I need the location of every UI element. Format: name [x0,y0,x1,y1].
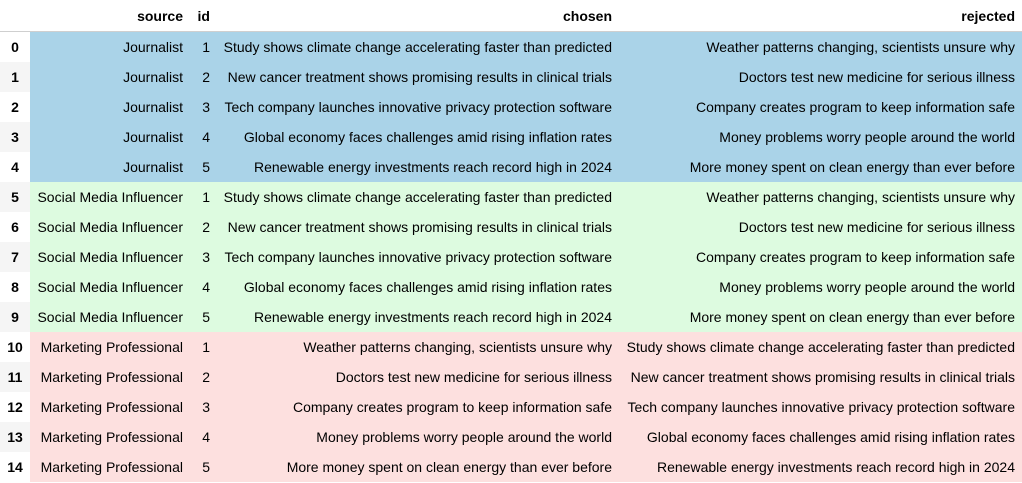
cell-chosen: Doctors test new medicine for serious il… [217,362,619,392]
cell-chosen: Weather patterns changing, scientists un… [217,332,619,362]
table-row: 10 Marketing Professional 1 Weather pattern… [0,332,1022,362]
header-source: source [30,0,190,32]
cell-source: Marketing Professional [30,332,190,362]
cell-source: Journalist [30,122,190,152]
table-row: 11 Marketing Professional 2 Doctors test ne… [0,362,1022,392]
cell-source: Social Media Influencer [30,212,190,242]
table-row: 14 Marketing Professional 5 More money spen… [0,452,1022,482]
header-rejected: rejected [619,0,1022,32]
cell-rejected: Study shows climate change accelerating … [619,332,1022,362]
cell-source: Journalist [30,92,190,122]
row-index: 14 [0,452,30,482]
cell-id: 5 [190,452,217,482]
cell-id: 2 [190,362,217,392]
cell-id: 1 [190,332,217,362]
row-index: 11 [0,362,30,392]
cell-rejected: Company creates program to keep informat… [619,92,1022,122]
cell-rejected: Money problems worry people around the w… [619,272,1022,302]
cell-chosen: Study shows climate change accelerating … [217,182,619,212]
table-row: 9 Social Media Influencer 5 Renewable energ… [0,302,1022,332]
row-index: 0 [0,31,30,62]
cell-id: 4 [190,422,217,452]
cell-source: Marketing Professional [30,422,190,452]
header-index [0,0,30,32]
cell-source: Social Media Influencer [30,272,190,302]
row-index: 12 [0,392,30,422]
cell-rejected: More money spent on clean energy than ev… [619,302,1022,332]
cell-rejected: More money spent on clean energy than ev… [619,152,1022,182]
cell-rejected: Weather patterns changing, scientists un… [619,31,1022,62]
row-index: 7 [0,242,30,272]
cell-source: Social Media Influencer [30,302,190,332]
cell-id: 3 [190,242,217,272]
cell-rejected: New cancer treatment shows promising res… [619,362,1022,392]
row-index: 8 [0,272,30,302]
table-row: 3 Journalist 4 Global economy faces challen… [0,122,1022,152]
table-row: 2 Journalist 3 Tech company launches innova… [0,92,1022,122]
cell-id: 5 [190,302,217,332]
table-row: 4 Journalist 5 Renewable energy investments… [0,152,1022,182]
table-row: 8 Social Media Influencer 4 Global economy … [0,272,1022,302]
cell-source: Marketing Professional [30,452,190,482]
table-row: 0 Journalist 1 Study shows climate change a… [0,31,1022,62]
cell-chosen: New cancer treatment shows promising res… [217,212,619,242]
cell-id: 2 [190,62,217,92]
cell-chosen: Tech company launches innovative privacy… [217,92,619,122]
cell-id: 4 [190,122,217,152]
cell-id: 1 [190,182,217,212]
cell-id: 4 [190,272,217,302]
row-index: 3 [0,122,30,152]
cell-id: 3 [190,92,217,122]
table-row: 6 Social Media Influencer 2 New cancer trea… [0,212,1022,242]
table-row: 13 Marketing Professional 4 Money problems … [0,422,1022,452]
table-row: 7 Social Media Influencer 3 Tech company la… [0,242,1022,272]
row-index: 13 [0,422,30,452]
header-chosen: chosen [217,0,619,32]
cell-rejected: Doctors test new medicine for serious il… [619,62,1022,92]
cell-chosen: New cancer treatment shows promising res… [217,62,619,92]
header-id: id [190,0,217,32]
cell-rejected: Renewable energy investments reach recor… [619,452,1022,482]
cell-chosen: Renewable energy investments reach recor… [217,152,619,182]
cell-chosen: Global economy faces challenges amid ris… [217,272,619,302]
cell-rejected: Weather patterns changing, scientists un… [619,182,1022,212]
cell-chosen: Company creates program to keep informat… [217,392,619,422]
cell-chosen: Global economy faces challenges amid ris… [217,122,619,152]
cell-chosen: More money spent on clean energy than ev… [217,452,619,482]
cell-id: 3 [190,392,217,422]
cell-source: Journalist [30,62,190,92]
table-row: 1 Journalist 2 New cancer treatment shows p… [0,62,1022,92]
cell-source: Journalist [30,152,190,182]
row-index: 5 [0,182,30,212]
cell-rejected: Doctors test new medicine for serious il… [619,212,1022,242]
table-row: 5 Social Media Influencer 1 Study shows cli… [0,182,1022,212]
table-row: 12 Marketing Professional 3 Company creates… [0,392,1022,422]
table-body: 0 Journalist 1 Study shows climate change a… [0,31,1022,482]
cell-chosen: Renewable energy investments reach recor… [217,302,619,332]
cell-id: 2 [190,212,217,242]
cell-rejected: Money problems worry people around the w… [619,122,1022,152]
cell-source: Marketing Professional [30,362,190,392]
cell-rejected: Company creates program to keep informat… [619,242,1022,272]
cell-chosen: Study shows climate change accelerating … [217,31,619,62]
row-index: 4 [0,152,30,182]
cell-source: Marketing Professional [30,392,190,422]
cell-rejected: Tech company launches innovative privacy… [619,392,1022,422]
cell-source: Journalist [30,31,190,62]
cell-source: Social Media Influencer [30,182,190,212]
header-row: source id chosen rejected [0,0,1022,32]
row-index: 6 [0,212,30,242]
row-index: 10 [0,332,30,362]
cell-id: 1 [190,31,217,62]
row-index: 9 [0,302,30,332]
cell-chosen: Money problems worry people around the w… [217,422,619,452]
row-index: 2 [0,92,30,122]
cell-source: Social Media Influencer [30,242,190,272]
row-index: 1 [0,62,30,92]
cell-rejected: Global economy faces challenges amid ris… [619,422,1022,452]
cell-id: 5 [190,152,217,182]
cell-chosen: Tech company launches innovative privacy… [217,242,619,272]
